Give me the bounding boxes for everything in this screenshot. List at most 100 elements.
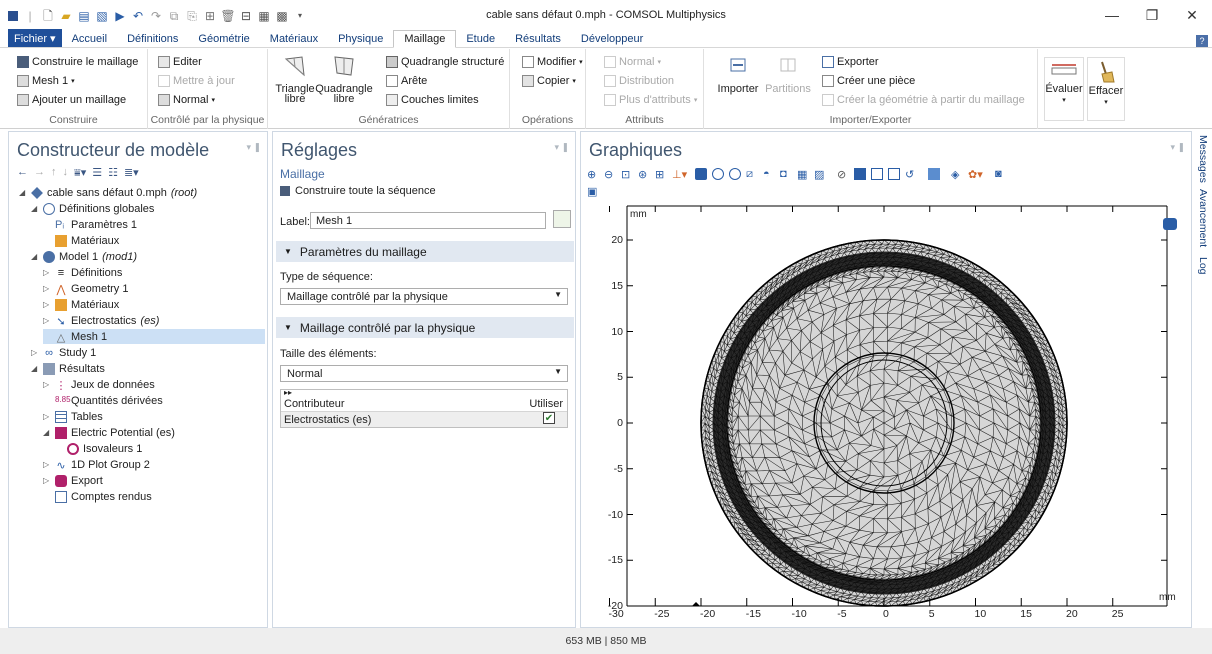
tab-progress[interactable]: Avancement [1197,189,1209,248]
boundary-layers-button[interactable]: Couches limites [386,94,479,106]
undo-icon[interactable]: ↶ [132,9,144,23]
distribution-button[interactable]: Distribution [604,75,674,87]
export-button[interactable]: Exporter [822,56,879,68]
zoom-extents-icon[interactable]: ⊞ [655,169,665,181]
tab-resultats[interactable]: Résultats [515,33,561,45]
plot-icon[interactable]: ▦ [258,9,270,23]
tree-item-materials[interactable]: ▷ Matériaux [43,298,120,311]
tree-item-reports[interactable]: Comptes rendus [55,489,152,504]
mesh-plot[interactable] [601,198,1173,622]
render-icon[interactable]: ◈ [951,169,960,181]
tree-item-geometry[interactable]: ▷ ⋀ Geometry 1 [43,282,129,296]
label-input[interactable]: Mesh 1 [310,212,546,229]
size-normal-dropdown[interactable]: Normal ▾ [158,94,215,106]
tree-item-definitions[interactable]: ▷ ≡ Définitions [43,266,123,279]
delete-icon[interactable]: 🗑 [220,9,236,23]
file-menu-button[interactable]: Fichier ▾ [8,29,62,47]
clear-button[interactable]: Effacer ▾ [1087,57,1125,121]
use-checkbox[interactable]: ✔ [543,412,555,424]
tree-item-contour[interactable]: Isovaleurs 1 [67,441,142,456]
tree-item-model1[interactable]: ◢ Model 1 (mod1) [31,250,137,263]
transparency-icon[interactable]: ▨ [814,169,825,181]
tab-messages[interactable]: Messages [1197,135,1209,183]
tree-item-mesh1-selected[interactable]: △ Mesh 1 [43,329,265,344]
sequence-type-select[interactable]: Maillage contrôlé par la physique ▼ [280,288,568,305]
copy-icon[interactable]: ⧉ [169,9,179,23]
modify-dropdown[interactable]: Modifier ▾ [522,56,583,68]
tree-root[interactable]: ◢ cable sans défaut 0.mph (root) [19,186,198,199]
edit-button[interactable]: Editer [158,56,202,68]
redo-icon[interactable]: ↷ [150,9,162,23]
tree-item-global-materials[interactable]: Matériaux [55,233,119,248]
tab-maillage[interactable]: Maillage [393,30,457,48]
pin-icon[interactable]: ▾ ❚ [246,142,261,152]
partitions-button[interactable]: Partitions [764,57,812,95]
build-mesh-button[interactable]: Construire le maillage [17,56,138,68]
free-triangular-button[interactable]: Triangle libre [274,55,316,105]
sort-icon[interactable]: ≣▾ [123,167,139,179]
tab-geometrie[interactable]: Géométrie [198,33,250,45]
tree-item-1d-plot[interactable]: ▷ ∿ 1D Plot Group 2 [43,458,150,472]
run-icon[interactable]: ▶ [115,9,125,23]
select-all-icon[interactable]: ◓ [763,168,770,180]
add-mesh-button[interactable]: Ajouter un maillage [17,94,126,106]
tree-item-global-definitions[interactable]: ◢ Définitions globales [31,202,155,215]
import-button[interactable]: Importer [716,57,760,95]
tree-item-derived-values[interactable]: 8.85 Quantités dérivées [55,394,163,407]
scene-light-icon[interactable]: ◘ [780,168,787,180]
back-arrow-icon[interactable]: ← [17,166,28,178]
expand-icon[interactable]: ☷ [108,167,118,179]
update-button[interactable]: Mettre à jour [158,75,235,87]
zoom-in-icon[interactable]: ⊕ [587,169,597,181]
color-icon[interactable]: ✿▾ [968,169,983,181]
edge-button[interactable]: Arête [386,75,427,87]
view-icon[interactable] [928,168,940,180]
tree-item-parameters[interactable]: Pᵢ Paramètres 1 [55,218,138,231]
forward-arrow-icon[interactable]: → [34,166,45,178]
move-down-icon[interactable]: ↓ [62,166,69,178]
save-icon[interactable]: ▤ [78,9,90,23]
minimize-button[interactable]: — [1105,7,1119,23]
evaluate-button[interactable]: Évaluer ▾ [1044,57,1084,121]
mapped-quad-button[interactable]: Quadrangle structuré [386,56,504,68]
tab-developpeur[interactable]: Développeur [580,33,644,45]
copy-dropdown[interactable]: Copier ▾ [522,75,576,87]
attr-normal-dropdown[interactable]: Normal ▾ [604,56,661,68]
zoom-selected-icon[interactable]: ⊛ [638,169,648,181]
tree-item-electrostatics[interactable]: ▷ ➘ Electrostatics (es) [43,314,160,328]
help-icon[interactable]: ? [1196,35,1208,47]
reset-view-icon[interactable] [888,168,900,180]
table-row[interactable]: Electrostatics (es) ✔ [281,412,567,427]
camera-icon[interactable]: ◙ [995,168,1002,180]
boundary-icon[interactable] [871,168,883,180]
tree-item-export[interactable]: ▷ Export [43,474,103,487]
open-folder-icon[interactable]: ▰ [61,9,71,23]
create-piece-button[interactable]: Créer une pièce [822,75,915,87]
customize-dropdown-icon[interactable]: ▾ [297,11,302,20]
element-size-select[interactable]: Normal ▼ [280,365,568,382]
build-all-button[interactable]: Construire toute la séquence [280,185,436,197]
tree-item-results[interactable]: ◢ Résultats [31,362,105,375]
move-up-icon[interactable]: ↑ [51,166,57,178]
toolbar-icon[interactable]: ⊟ [240,9,252,23]
show-icon[interactable]: ⩸▾ [74,167,87,179]
graph-icon[interactable]: ▩ [276,9,288,23]
zoom-box-icon[interactable]: ⊡ [621,169,631,181]
save-as-icon[interactable]: ▧ [96,9,108,23]
tab-etude[interactable]: Etude [466,33,496,45]
duplicate-icon[interactable]: ⊞ [204,9,216,23]
tab-accueil[interactable]: Accueil [71,33,108,45]
axes-icon[interactable]: ⊥▾ [672,169,688,181]
zoom-out-icon[interactable]: ⊖ [604,169,614,181]
select-icon[interactable] [695,168,707,180]
create-geometry-button[interactable]: Créer la géométrie à partir du maillage [822,94,1025,106]
mesh1-dropdown[interactable]: Mesh 1 ▾ [17,75,75,87]
more-attributes-dropdown[interactable]: Plus d'attributs ▾ [604,94,697,106]
maximize-button[interactable]: ❐ [1145,6,1159,23]
label-edit-icon[interactable] [553,210,571,228]
select-boundaries-icon[interactable] [712,168,724,180]
select-points-icon[interactable] [729,168,741,180]
select-none-icon[interactable]: ⧄ [746,168,753,180]
free-quad-button[interactable]: Quadrangle libre [315,55,373,105]
section-mesh-settings[interactable]: ▼ Paramètres du maillage [276,241,574,262]
